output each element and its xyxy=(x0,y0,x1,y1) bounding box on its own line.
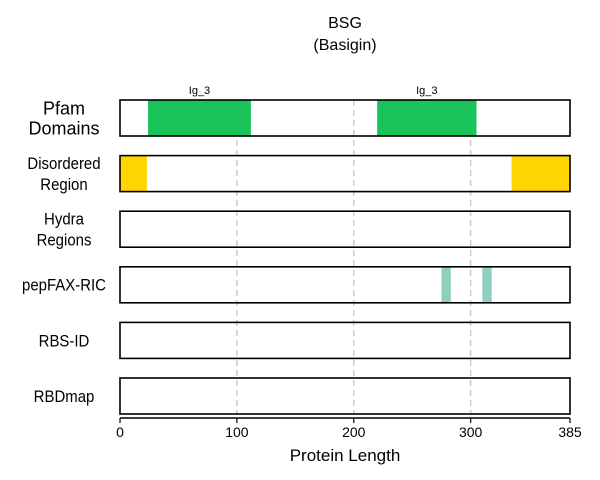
track-segment xyxy=(482,266,492,303)
track-frame xyxy=(119,265,571,304)
x-axis: 0 100 200 300 385 xyxy=(116,417,582,440)
track-segment xyxy=(511,155,570,192)
track-label: Pfam xyxy=(43,98,85,118)
track-label: Domains xyxy=(28,118,99,138)
chart-title: BSG xyxy=(328,15,362,32)
track-segment xyxy=(148,100,251,136)
track-frame xyxy=(119,99,571,137)
track-label: Hydra xyxy=(44,211,84,229)
x-tick-label: 0 xyxy=(116,424,124,440)
track-row: pepFAX-RIC xyxy=(22,265,571,304)
track-frame xyxy=(119,210,571,248)
segment-label: Ig_3 xyxy=(416,85,437,97)
track-frame xyxy=(119,154,571,193)
track-frame xyxy=(119,321,571,360)
track-label: pepFAX-RIC xyxy=(22,277,106,295)
x-tick-label: 385 xyxy=(558,424,582,440)
track-label: RBDmap xyxy=(34,388,95,406)
grid-lines xyxy=(236,100,472,414)
track-row: RBDmap xyxy=(34,377,571,415)
track-label: Regions xyxy=(37,232,92,250)
x-tick-label: 300 xyxy=(459,424,483,440)
track-row: Hydra Regions xyxy=(37,210,571,250)
segment-label: Ig_3 xyxy=(189,85,210,97)
track-frame xyxy=(119,377,571,415)
chart-subtitle: (Basigin) xyxy=(313,37,376,54)
track-row: Disordered Region xyxy=(27,154,571,194)
x-axis-label: Protein Length xyxy=(290,446,401,465)
track-label: Region xyxy=(40,176,87,194)
x-tick-label: 100 xyxy=(225,424,249,440)
track-label: Disordered xyxy=(27,155,100,173)
track-segment xyxy=(377,100,477,136)
track-segment xyxy=(120,155,147,192)
x-tick-label: 200 xyxy=(342,424,366,440)
track-label: RBS-ID xyxy=(39,333,90,351)
track-segment xyxy=(441,266,451,303)
track-row: RBS-ID xyxy=(39,321,571,360)
